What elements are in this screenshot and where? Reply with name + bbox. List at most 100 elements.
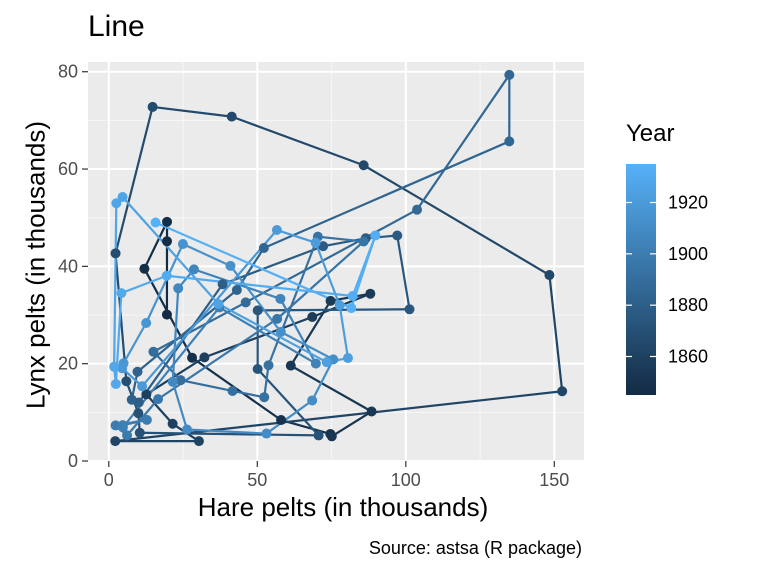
data-point xyxy=(161,270,172,281)
data-point xyxy=(231,285,242,296)
data-point xyxy=(225,260,236,271)
data-point xyxy=(227,385,238,396)
data-point xyxy=(325,295,336,306)
line-segment xyxy=(143,220,169,270)
data-point xyxy=(370,230,381,241)
data-point xyxy=(111,198,122,209)
data-point xyxy=(213,298,224,309)
data-points xyxy=(109,69,568,447)
data-point xyxy=(175,375,186,386)
data-point xyxy=(121,376,132,387)
data-point xyxy=(366,406,377,417)
data-point xyxy=(404,304,415,315)
data-point xyxy=(117,191,128,202)
line-segment xyxy=(152,350,182,382)
legend-tick-label: 1880 xyxy=(668,295,708,315)
data-point xyxy=(358,160,369,171)
line-segment xyxy=(151,105,233,118)
data-point xyxy=(412,204,423,215)
data-point xyxy=(346,303,357,314)
line-segment xyxy=(276,240,365,320)
line-segment xyxy=(330,410,373,438)
data-point xyxy=(307,395,318,406)
data-point xyxy=(161,309,172,320)
data-point xyxy=(285,360,296,371)
data-point xyxy=(148,346,159,357)
data-point xyxy=(167,376,178,387)
data-point xyxy=(272,313,283,324)
line-segment xyxy=(230,115,365,167)
data-point xyxy=(557,386,568,397)
line-segment xyxy=(267,235,319,367)
data-point xyxy=(117,363,128,374)
data-point xyxy=(392,230,403,241)
data-point xyxy=(187,352,198,363)
data-point xyxy=(217,279,228,290)
line-segment xyxy=(311,358,335,402)
y-tick-label: 60 xyxy=(58,159,78,179)
line-segment xyxy=(279,330,335,361)
data-point xyxy=(318,241,329,252)
data-point xyxy=(153,394,164,405)
line-segment xyxy=(171,380,189,431)
y-tick-label: 0 xyxy=(68,451,78,471)
data-point xyxy=(365,288,376,299)
x-axis-label: Hare pelts (in thousands) xyxy=(197,492,489,522)
line-segment xyxy=(140,228,278,388)
legend-title: Year xyxy=(626,120,675,147)
data-point xyxy=(544,270,555,281)
data-point xyxy=(139,263,150,274)
line-segment xyxy=(322,237,367,248)
line-segment xyxy=(185,428,268,435)
line-segment xyxy=(138,431,320,437)
line-segment xyxy=(218,306,317,365)
data-point xyxy=(259,392,270,403)
line-segment xyxy=(122,321,148,365)
line-segment xyxy=(548,273,564,393)
plot-panel xyxy=(88,62,584,461)
data-point xyxy=(162,236,173,247)
data-point xyxy=(117,422,128,433)
data-point xyxy=(310,237,321,248)
data-point xyxy=(271,225,282,236)
legend-ticks: 1860 1880 1900 1920 xyxy=(626,193,708,367)
line-segment xyxy=(114,105,154,255)
line-segment xyxy=(181,242,232,267)
legend-tick-label: 1900 xyxy=(668,244,708,264)
data-point xyxy=(110,436,121,447)
data-point xyxy=(110,248,121,259)
data-point xyxy=(321,357,332,368)
line-segment xyxy=(415,73,511,211)
data-point xyxy=(275,293,286,304)
line-segment xyxy=(121,195,220,306)
data-point xyxy=(133,408,144,419)
data-point xyxy=(182,424,193,435)
line-segment xyxy=(165,274,354,298)
line-segment xyxy=(289,364,373,413)
data-point xyxy=(240,297,251,308)
line-segment xyxy=(316,235,365,243)
data-point xyxy=(162,216,173,227)
data-point xyxy=(137,381,148,392)
data-point xyxy=(109,361,120,372)
legend-tick-label: 1920 xyxy=(668,193,708,213)
data-point xyxy=(116,288,127,299)
data-point xyxy=(252,305,263,316)
data-point xyxy=(177,239,188,250)
x-tick-label: 100 xyxy=(391,470,421,490)
line-segment xyxy=(338,304,350,360)
data-point xyxy=(504,69,515,80)
data-point xyxy=(347,290,358,301)
y-axis-label: Lynx pelts (in thousands) xyxy=(20,120,51,410)
data-point xyxy=(141,318,152,329)
data-point xyxy=(147,101,158,112)
line-segment xyxy=(171,287,180,383)
line-segment xyxy=(179,379,234,393)
line-segment xyxy=(229,264,282,334)
line-segment xyxy=(120,274,168,295)
line-segment xyxy=(256,367,320,437)
line-segment xyxy=(217,302,328,364)
line-segment xyxy=(265,399,314,435)
data-point xyxy=(141,389,152,400)
